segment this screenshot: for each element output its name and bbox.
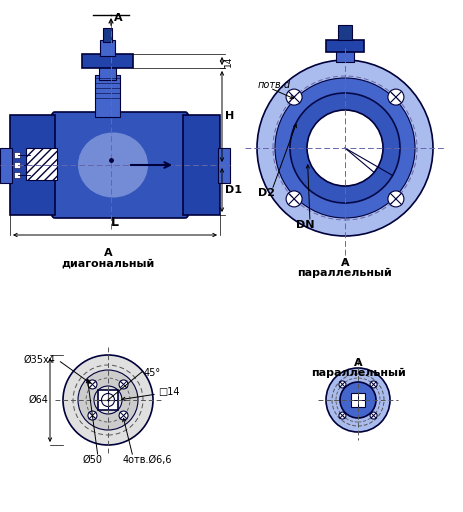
Circle shape [388, 191, 404, 207]
Text: D1: D1 [225, 185, 242, 195]
Circle shape [388, 89, 404, 105]
FancyBboxPatch shape [10, 115, 55, 215]
FancyBboxPatch shape [98, 390, 118, 410]
FancyBboxPatch shape [14, 172, 20, 178]
Text: А: А [114, 13, 123, 23]
FancyBboxPatch shape [26, 148, 57, 180]
Text: Ø64: Ø64 [28, 395, 48, 405]
FancyBboxPatch shape [82, 54, 133, 68]
Text: 14: 14 [224, 55, 233, 67]
FancyBboxPatch shape [326, 40, 364, 52]
FancyBboxPatch shape [218, 148, 230, 183]
Text: параллельный: параллельный [311, 368, 406, 378]
Text: А: А [354, 358, 363, 368]
FancyBboxPatch shape [95, 75, 120, 117]
Circle shape [88, 380, 97, 389]
Text: А: А [341, 258, 349, 268]
FancyBboxPatch shape [183, 115, 220, 215]
Circle shape [63, 355, 153, 445]
Circle shape [307, 110, 383, 186]
Text: Ø50: Ø50 [83, 455, 103, 465]
Circle shape [88, 411, 97, 420]
FancyBboxPatch shape [351, 393, 365, 407]
Circle shape [370, 412, 377, 419]
Circle shape [286, 191, 302, 207]
Text: 45°: 45° [144, 368, 161, 378]
Text: параллельный: параллельный [298, 268, 392, 278]
Circle shape [286, 89, 302, 105]
FancyBboxPatch shape [0, 148, 12, 183]
Circle shape [339, 412, 346, 419]
FancyBboxPatch shape [103, 28, 112, 42]
Circle shape [119, 380, 128, 389]
Text: А: А [104, 248, 113, 258]
FancyBboxPatch shape [14, 152, 20, 158]
Text: 4отв.Ø6,6: 4отв.Ø6,6 [123, 455, 173, 465]
Text: диагональный: диагональный [62, 258, 155, 268]
Circle shape [290, 93, 400, 203]
Text: потв.d: потв.d [258, 80, 291, 90]
FancyBboxPatch shape [336, 50, 354, 62]
FancyBboxPatch shape [100, 40, 115, 56]
Text: H: H [225, 111, 234, 121]
FancyBboxPatch shape [14, 162, 20, 168]
Text: Ø35х4: Ø35х4 [23, 355, 55, 365]
FancyBboxPatch shape [338, 25, 352, 40]
FancyBboxPatch shape [99, 65, 116, 80]
Ellipse shape [78, 133, 148, 198]
Text: L: L [111, 216, 119, 229]
Text: D2: D2 [258, 188, 275, 198]
Circle shape [94, 386, 122, 414]
Circle shape [78, 370, 138, 430]
Circle shape [340, 382, 376, 418]
Circle shape [339, 381, 346, 388]
Circle shape [326, 368, 390, 432]
Text: DN: DN [296, 220, 314, 230]
Circle shape [119, 411, 128, 420]
Text: □14: □14 [158, 387, 180, 397]
FancyBboxPatch shape [52, 112, 188, 218]
Circle shape [257, 60, 433, 236]
Circle shape [275, 78, 415, 218]
Circle shape [370, 381, 377, 388]
